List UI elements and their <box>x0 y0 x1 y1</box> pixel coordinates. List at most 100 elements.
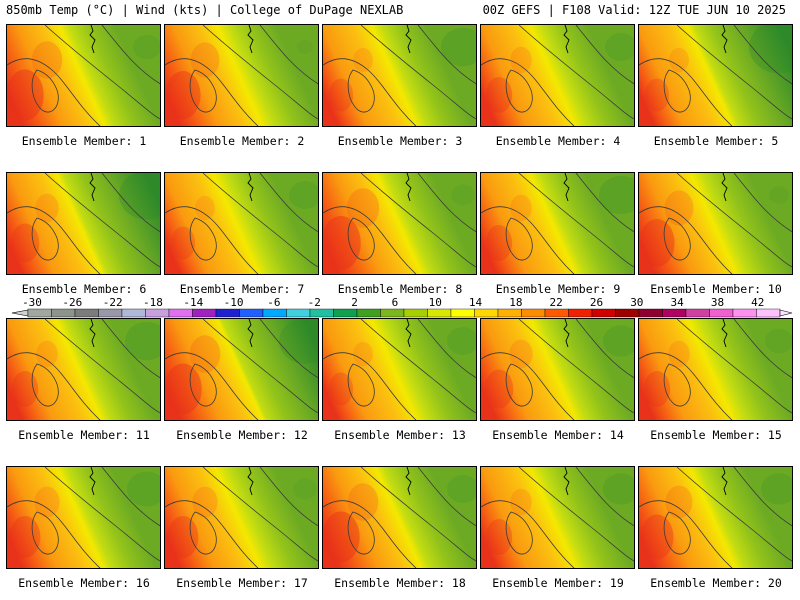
legend-swatch <box>685 308 710 318</box>
height-contour <box>518 467 634 562</box>
member-label: Ensemble Member: 3 <box>337 134 463 148</box>
cool-pool <box>125 321 160 361</box>
height-contour <box>44 25 160 120</box>
ensemble-member-map <box>6 24 161 127</box>
height-contour <box>360 319 476 414</box>
coastline <box>721 25 728 54</box>
cool-pool <box>289 181 318 209</box>
ensemble-member-map <box>638 172 793 275</box>
legend-swatch <box>51 308 76 318</box>
temperature-field <box>7 173 160 274</box>
legend-swatch <box>709 308 734 318</box>
closed-contour <box>189 69 217 113</box>
legend-tick-label: -30 <box>22 296 42 309</box>
temperature-field <box>165 319 318 420</box>
closed-contour <box>189 217 217 261</box>
cool-pool <box>761 473 792 505</box>
height-contour <box>165 352 259 420</box>
ensemble-member-map <box>638 318 793 421</box>
legend-swatch <box>121 308 146 318</box>
height-contour <box>259 25 318 85</box>
cool-pool <box>599 175 634 215</box>
height-contour <box>518 319 634 414</box>
member-label: Ensemble Member: 9 <box>495 282 621 296</box>
height-contour <box>323 500 417 568</box>
temperature-field <box>323 173 476 274</box>
ensemble-member-map <box>6 172 161 275</box>
closed-contour <box>31 217 59 261</box>
warm-patch <box>31 41 63 79</box>
warm-core <box>10 223 40 263</box>
closed-contour <box>347 363 375 407</box>
height-contour <box>639 500 733 568</box>
height-contour <box>259 173 318 233</box>
member-label: Ensemble Member: 15 <box>650 428 782 442</box>
legend-swatch <box>27 308 52 318</box>
height-contour <box>575 467 634 527</box>
coastline <box>89 319 96 348</box>
ensemble-member-map <box>164 318 319 421</box>
warm-patch <box>510 488 532 516</box>
temperature-field <box>323 467 476 568</box>
cool-pool <box>297 40 313 54</box>
height-contour <box>360 467 476 562</box>
ensemble-member-map <box>480 24 635 127</box>
closed-contour <box>505 217 533 261</box>
member-label: Ensemble Member: 2 <box>179 134 305 148</box>
legend-swatch <box>521 308 546 318</box>
height-contour <box>259 319 318 379</box>
coastline <box>89 25 96 54</box>
height-contour <box>481 500 575 568</box>
height-contour <box>7 206 101 274</box>
closed-contour <box>31 69 59 113</box>
legend-swatch <box>168 308 193 318</box>
legend-tick-label: 6 <box>392 296 399 309</box>
ensemble-member-map <box>638 466 793 569</box>
warm-core <box>9 516 41 558</box>
member-label: Ensemble Member: 7 <box>179 282 305 296</box>
temperature-field <box>165 25 318 126</box>
ensemble-member-map <box>322 466 477 569</box>
warm-core <box>7 69 44 121</box>
temperature-field <box>7 319 160 420</box>
member-label: Ensemble Member: 8 <box>337 282 463 296</box>
height-contour <box>165 500 259 568</box>
height-contour <box>259 467 318 527</box>
cool-pool <box>765 328 792 354</box>
coastline <box>563 467 570 496</box>
coastline <box>721 319 728 348</box>
height-contour <box>7 352 101 420</box>
temperature-field <box>481 467 634 568</box>
legend-swatch <box>262 308 287 318</box>
coastline <box>247 319 254 348</box>
ensemble-member-map <box>6 318 161 421</box>
warm-patch <box>353 47 373 73</box>
legend-arrow-right <box>779 309 793 317</box>
warm-core <box>485 77 513 113</box>
temperature-field <box>481 319 634 420</box>
warm-patch <box>346 188 380 228</box>
warm-core <box>323 511 360 563</box>
height-contour <box>676 467 792 562</box>
legend-arrow-left <box>11 309 29 317</box>
member-label: Ensemble Member: 18 <box>334 576 466 590</box>
temperature-field <box>165 173 318 274</box>
height-contour <box>518 25 634 120</box>
closed-contour <box>505 69 533 113</box>
legend-tick-label: -2 <box>308 296 321 309</box>
ensemble-member-map <box>164 24 319 127</box>
height-contour <box>417 173 476 233</box>
height-contour <box>44 173 160 268</box>
legend-swatch <box>98 308 123 318</box>
legend-tick-label: 14 <box>469 296 483 309</box>
height-contour <box>575 25 634 85</box>
height-contour <box>575 173 634 233</box>
warm-core <box>323 216 361 270</box>
cool-pool <box>451 184 475 206</box>
legend-tick-label: -6 <box>267 296 280 309</box>
closed-contour <box>663 217 691 261</box>
legend-swatch <box>638 308 663 318</box>
warm-core <box>644 78 670 112</box>
warm-core <box>328 372 354 406</box>
height-contour <box>639 352 733 420</box>
